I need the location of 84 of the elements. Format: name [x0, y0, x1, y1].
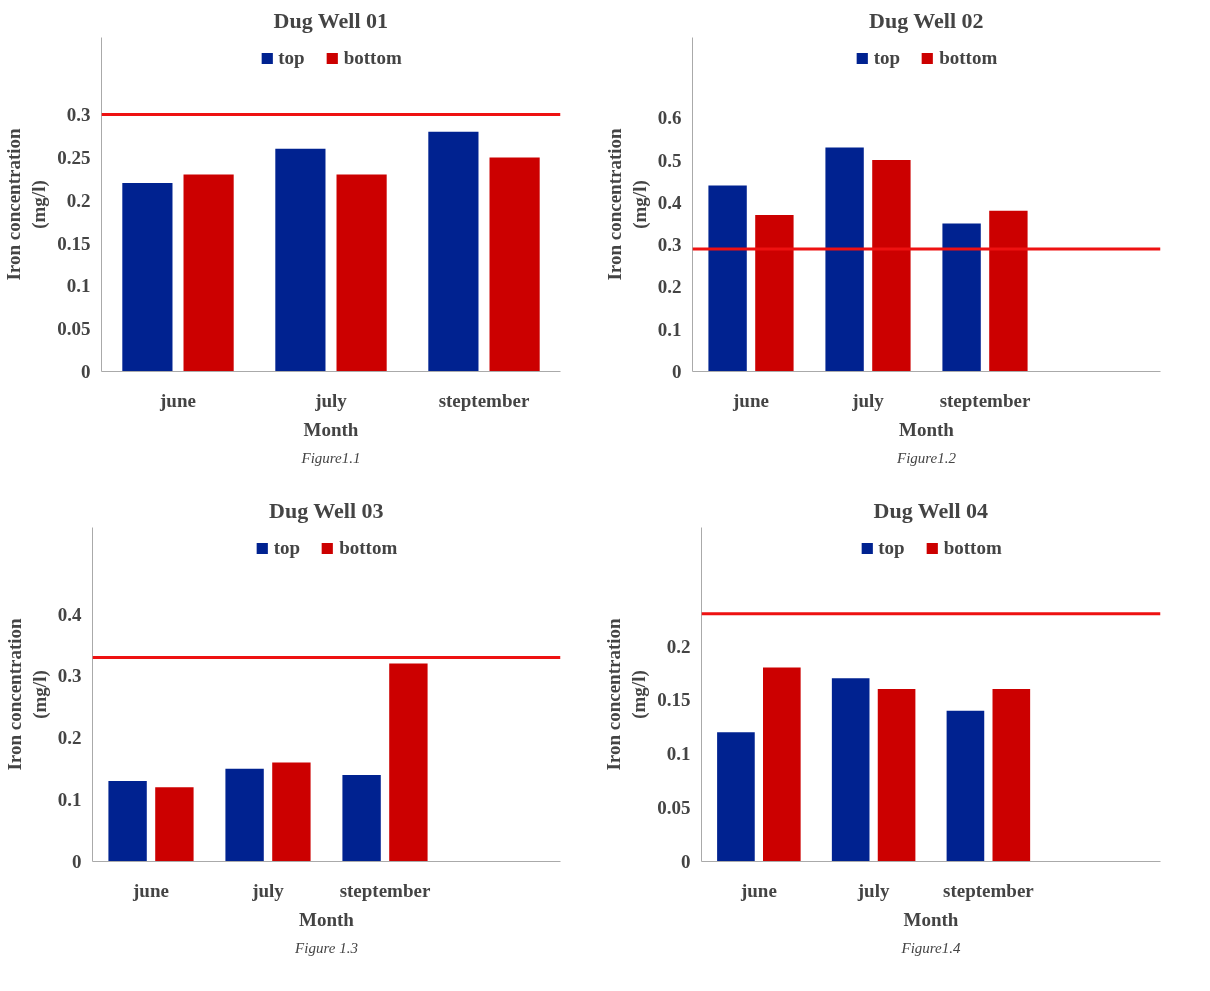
- bar: [989, 210, 1028, 372]
- legend-label: top: [278, 47, 305, 69]
- x-tick-label: steptember: [438, 389, 530, 411]
- bar: [336, 174, 387, 372]
- legend-label: bottom: [943, 537, 1002, 559]
- y-tick-label: 0.5: [657, 149, 682, 171]
- bar: [155, 787, 194, 862]
- y-axis-title: Iron concentration (mg/l): [3, 617, 51, 771]
- x-tick-label: july: [851, 389, 885, 411]
- x-tick-label: steptember: [939, 389, 1031, 411]
- y-tick-label: 0.1: [666, 743, 691, 765]
- y-tick-label: 0.4: [657, 191, 682, 213]
- bar: [225, 768, 264, 862]
- y-tick-label: 0.3: [57, 665, 82, 687]
- legend-label: top: [878, 537, 905, 559]
- bar: [877, 689, 916, 862]
- bar: [183, 174, 234, 372]
- y-tick-label: 0.15: [57, 232, 91, 254]
- y-axis-title: Iron concentration (mg/l): [603, 617, 651, 771]
- y-tick-label: 0: [81, 361, 91, 382]
- x-axis-title: Month: [299, 908, 355, 930]
- chart-title: Dug Well 02: [869, 7, 984, 33]
- bar: [942, 223, 981, 372]
- x-tick-label: july: [314, 389, 348, 411]
- bar: [825, 147, 864, 372]
- legend-label: top: [273, 537, 301, 559]
- bar: [389, 663, 428, 862]
- chart-title: Dug Well 01: [273, 7, 389, 33]
- y-axis-title: Iron concentration (mg/l): [3, 127, 51, 281]
- chart-title: Dug Well 03: [269, 497, 384, 523]
- bar: [708, 185, 747, 372]
- y-axis-title: Iron concentration (mg/l): [603, 127, 651, 281]
- x-tick-label: june: [132, 879, 169, 901]
- bar: [831, 678, 870, 862]
- y-tick-label: 0.3: [657, 234, 682, 256]
- legend-label: bottom: [939, 47, 998, 69]
- y-tick-label: 0.2: [66, 189, 91, 211]
- bar: [489, 157, 540, 372]
- bar: [272, 762, 311, 862]
- legend-label: top: [873, 47, 901, 69]
- x-axis-title: Month: [303, 418, 359, 440]
- bar: [763, 667, 801, 862]
- x-axis-title: Month: [903, 908, 959, 930]
- x-tick-label: july: [251, 879, 285, 901]
- y-tick-label: 0.6: [657, 107, 682, 129]
- x-tick-label: steptember: [943, 879, 1035, 901]
- x-tick-label: june: [739, 879, 777, 901]
- y-tick-label: 0.4: [57, 603, 82, 625]
- bar: [108, 781, 147, 862]
- caption: Figure 1.3: [294, 939, 358, 956]
- y-tick-label: 0: [672, 361, 682, 382]
- bar: [872, 160, 911, 372]
- y-tick-label: 0.05: [657, 797, 691, 819]
- bar: [717, 732, 755, 862]
- bar: [946, 710, 985, 862]
- caption: Figure1.4: [900, 939, 962, 956]
- bar: [755, 215, 794, 372]
- y-tick-label: 0.3: [66, 104, 91, 126]
- legend-label: bottom: [339, 537, 398, 559]
- bar: [992, 689, 1031, 862]
- x-tick-label: june: [732, 389, 769, 411]
- y-tick-label: 0.2: [657, 276, 682, 298]
- caption: Figure1.2: [895, 449, 957, 466]
- y-tick-label: 0.2: [57, 727, 82, 749]
- chart-title: Dug Well 04: [873, 497, 989, 523]
- y-tick-label: 0.1: [66, 275, 91, 297]
- y-tick-label: 0.2: [666, 635, 691, 657]
- legend-label: bottom: [343, 47, 402, 69]
- bar: [342, 774, 381, 862]
- x-tick-label: june: [159, 389, 196, 411]
- bar: [275, 148, 326, 372]
- y-tick-label: 0.1: [57, 789, 82, 811]
- y-tick-label: 0.1: [657, 318, 682, 340]
- y-tick-label: 0.15: [657, 689, 691, 711]
- y-tick-label: 0: [72, 851, 82, 872]
- x-tick-label: july: [856, 879, 890, 901]
- bar: [122, 183, 173, 372]
- x-tick-label: steptember: [339, 879, 431, 901]
- y-tick-label: 0.25: [57, 146, 91, 168]
- bar: [428, 131, 479, 372]
- x-axis-title: Month: [899, 418, 955, 440]
- y-tick-label: 0.05: [57, 318, 91, 340]
- caption: Figure1.1: [300, 449, 361, 466]
- y-tick-label: 0: [681, 851, 691, 872]
